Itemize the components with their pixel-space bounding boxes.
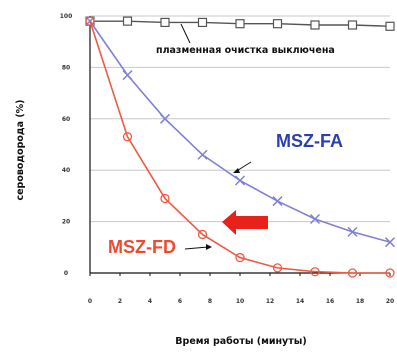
circle-marker [272,263,283,273]
pointer-line-plasma-off [180,23,191,44]
x-marker-stroke [234,175,246,186]
x-marker [347,226,358,237]
x-marker-stroke [347,226,358,237]
x-tick-label: 12 [266,298,274,305]
grid [90,15,390,223]
x-tick-label: 10 [236,298,244,305]
y-tick-label: 20 [62,219,70,226]
x-tick-label: 6 [178,298,182,305]
circle-marker [122,132,133,142]
red-arrow-icon [222,210,268,235]
y-tick-label: 100 [60,13,73,20]
circle-marker [160,193,170,204]
x-tick-label: 2 [118,298,122,305]
x-marker [159,113,171,124]
circle-marker [347,268,358,278]
x-marker-stroke [272,196,283,207]
circle-marker [235,252,245,263]
pointer-arrowhead-msz-fa [233,168,240,173]
x-tick-label: 18 [356,298,364,305]
square-marker [197,17,208,28]
x-axis-label: Время работы (минуты) [175,336,306,347]
y-tick-label: 40 [62,167,70,174]
pointer-line-msz-fd [184,246,209,250]
square-marker [235,19,245,29]
annotations: плазменная очистка выключена MSZ-FA MSZ-… [108,23,343,257]
x-tick-label: 8 [208,298,212,305]
x-tick-label: 4 [148,298,152,305]
square-marker [160,17,170,28]
series-msz-fa [84,16,396,248]
annotation-msz-fa: MSZ-FA [276,131,343,151]
tick-labels: 0 2 4 6 8 10 12 14 16 18 20 0 20 40 60 80 100 [60,13,394,305]
y-axis-label: сероводорода (%) [15,99,26,200]
annotation-msz-fd: MSZ-FD [108,237,176,257]
y-tick-label: 60 [62,116,70,123]
circle-marker [85,16,95,26]
x-marker [384,237,396,248]
x-marker [309,213,321,225]
x-marker-stroke [309,213,321,225]
x-marker-stroke [197,149,208,160]
series-layer [84,16,396,278]
circle-marker [385,268,395,278]
y-tick-label: 0 [64,270,68,277]
x-marker [234,175,246,186]
pointer-arrowhead-msz-fd [206,244,212,250]
x-tick-label: 14 [296,298,304,305]
annotation-plasma-off: плазменная очистка выключена [156,45,335,56]
x-marker-stroke [122,70,133,81]
series-plasma-off [85,16,395,31]
x-marker-stroke [159,113,171,124]
x-marker [197,149,208,160]
series-msz-fd-line [89,20,390,274]
x-marker-stroke [384,237,396,248]
square-marker [310,20,320,30]
x-marker [122,70,133,81]
square-marker [272,19,283,29]
x-tick-label: 20 [386,298,394,305]
x-marker [272,196,283,207]
square-marker [385,21,395,31]
x-tick-label: 0 [88,298,92,305]
square-marker [122,16,133,26]
y-tick-label: 80 [62,64,70,71]
x-tick-label: 16 [326,298,334,305]
circle-marker [310,267,320,277]
series-msz-fd [85,16,395,278]
circle-marker [197,229,208,240]
square-marker [347,20,358,30]
